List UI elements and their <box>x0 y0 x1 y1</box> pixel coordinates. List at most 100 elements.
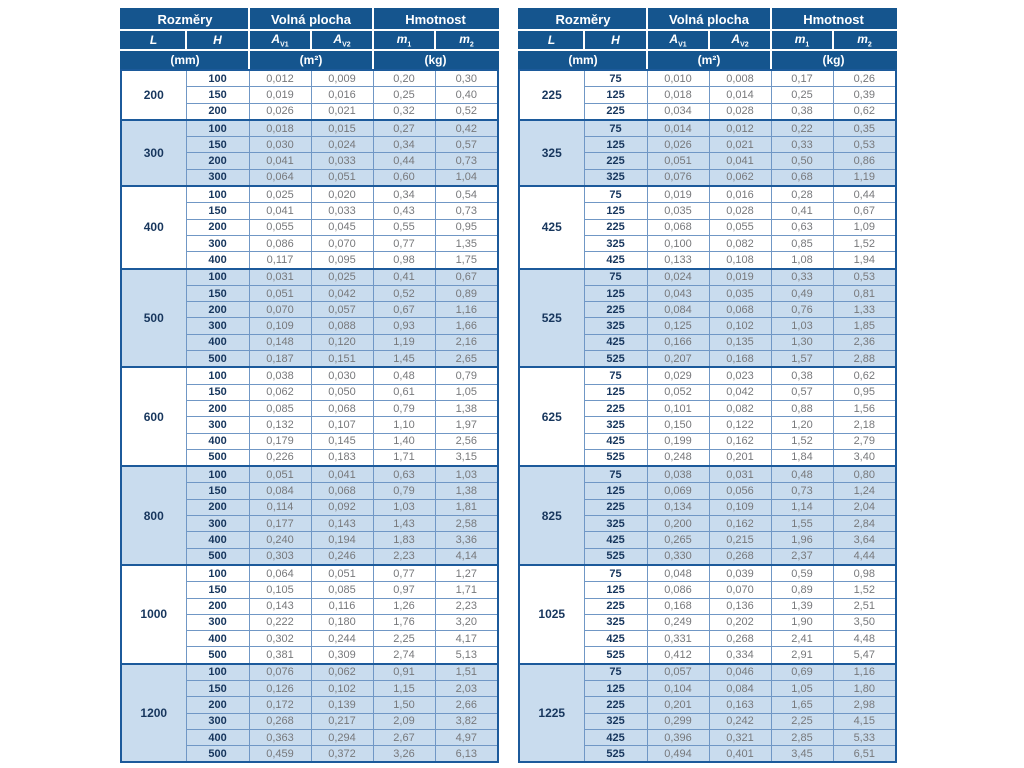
table-row: L H AV1 AV2 m1 m2 <box>518 29 898 51</box>
h-dimension-cell: 325 <box>583 515 648 533</box>
table-row: Rozměry Volná plocha Hmotnost <box>517 8 898 31</box>
value-cell: 3,50 <box>832 613 897 632</box>
table-row: 425 0,331 0,268 2,41 4,48 <box>519 630 897 648</box>
value-cell: 4,14 <box>434 547 499 566</box>
table-row: 125 0,035 0,028 0,41 0,67 <box>519 202 897 220</box>
value-cell: 0,030 <box>248 136 312 154</box>
h-dimension-cell: 425 <box>583 728 648 747</box>
value-cell: 0,62 <box>832 102 897 121</box>
value-cell: 2,36 <box>832 333 897 352</box>
value-cell: 0,97 <box>372 581 436 599</box>
value-cell: 0,041 <box>708 152 772 170</box>
value-cell: 0,27 <box>372 118 436 138</box>
value-cell: 0,162 <box>708 432 772 450</box>
l-dimension-cell: 1200 <box>120 662 187 763</box>
table-row: 400 100 0,025 0,020 0,34 0,54 <box>120 185 499 270</box>
column-header: m1 <box>770 29 835 51</box>
table-row: 400 0,363 0,294 2,67 4,97 <box>121 728 499 747</box>
value-cell: 0,179 <box>248 432 312 450</box>
value-cell: 0,54 <box>434 185 499 204</box>
h-dimension-cell: 225 <box>583 399 648 418</box>
value-cell: 0,95 <box>832 383 897 401</box>
h-dimension-cell: 325 <box>583 168 648 187</box>
table-row: 150 0,062 0,050 0,61 1,05 <box>121 383 499 401</box>
value-cell: 0,265 <box>646 531 710 549</box>
h-dimension-cell: 200 <box>185 498 250 517</box>
column-symbol: L <box>149 33 158 47</box>
value-cell: 1,33 <box>832 301 897 319</box>
value-cell: 0,34 <box>372 136 436 154</box>
value-cell: 0,98 <box>372 251 436 270</box>
value-cell: 1,26 <box>372 597 436 615</box>
value-cell: 0,43 <box>372 202 436 220</box>
value-cell: 0,53 <box>832 267 897 286</box>
l-dimension-cell: 1025 <box>518 563 585 665</box>
value-cell: 0,051 <box>310 168 374 187</box>
value-cell: 1,04 <box>434 168 499 187</box>
value-cell: 0,043 <box>646 284 710 303</box>
table-row: 325 0,200 0,162 1,55 2,84 <box>519 515 897 533</box>
l-dimension-cell: 625 <box>518 366 585 467</box>
table-row: 150 0,084 0,068 0,79 1,38 <box>121 482 499 500</box>
table-row: 400 0,240 0,194 1,83 3,36 <box>121 531 499 549</box>
table-row: 300 100 0,018 0,015 0,27 0,42 <box>120 118 499 187</box>
value-cell: 1,76 <box>372 613 436 632</box>
table-row: 425 0,265 0,215 1,96 3,64 <box>519 531 897 549</box>
value-cell: 0,070 <box>310 234 374 253</box>
value-cell: 1,43 <box>372 515 436 533</box>
value-cell: 0,082 <box>708 234 772 253</box>
table-row: L H AV1 AV2 m1 m2 <box>120 29 500 51</box>
value-cell: 0,048 <box>646 563 710 583</box>
h-dimension-cell: 200 <box>185 696 250 714</box>
column-group-header: Volná plocha <box>248 8 375 31</box>
table-row: 400 0,179 0,145 1,40 2,56 <box>121 432 499 450</box>
value-cell: 0,240 <box>248 531 312 549</box>
value-cell: 0,86 <box>832 152 897 170</box>
value-cell: 0,068 <box>646 218 710 236</box>
column-header: AV2 <box>310 29 375 51</box>
value-cell: 0,34 <box>372 185 436 204</box>
value-cell: 1,40 <box>372 432 436 450</box>
table-row: 200 0,172 0,139 1,50 2,66 <box>121 696 499 714</box>
value-cell: 0,89 <box>434 284 499 303</box>
value-cell: 1,05 <box>770 679 834 698</box>
column-subscript: V2 <box>740 41 749 49</box>
column-header: m2 <box>832 29 898 51</box>
value-cell: 0,199 <box>646 432 710 450</box>
table-row: 500 0,381 0,309 2,74 5,13 <box>121 646 499 665</box>
value-cell: 1,81 <box>434 498 499 517</box>
value-cell: 2,09 <box>372 712 436 730</box>
column-symbol: m <box>396 31 408 46</box>
value-cell: 0,116 <box>310 597 374 615</box>
value-cell: 2,23 <box>434 597 499 615</box>
value-cell: 0,50 <box>770 152 834 170</box>
h-dimension-cell: 150 <box>185 284 250 303</box>
h-dimension-cell: 400 <box>185 432 250 450</box>
h-dimension-cell: 125 <box>583 136 648 154</box>
h-dimension-cell: 525 <box>583 646 648 665</box>
value-cell: 0,008 <box>708 69 772 88</box>
h-dimension-cell: 300 <box>185 168 250 187</box>
value-cell: 0,084 <box>708 679 772 698</box>
value-cell: 2,88 <box>832 350 897 368</box>
h-dimension-cell: 400 <box>185 531 250 549</box>
value-cell: 0,148 <box>248 333 312 352</box>
column-header: AV1 <box>248 29 313 51</box>
value-cell: 0,134 <box>646 498 710 517</box>
table-row: 300 0,086 0,070 0,77 1,35 <box>121 234 499 253</box>
table-row: 200 0,041 0,033 0,44 0,73 <box>121 152 499 170</box>
value-cell: 0,73 <box>434 202 499 220</box>
value-cell: 2,85 <box>770 728 834 747</box>
value-cell: 0,41 <box>770 202 834 220</box>
value-cell: 2,79 <box>832 432 897 450</box>
value-cell: 0,201 <box>708 448 772 467</box>
table-row: 325 0,125 0,102 1,03 1,85 <box>519 317 897 335</box>
column-symbol: A <box>271 31 281 46</box>
value-cell: 0,045 <box>310 218 374 236</box>
value-cell: 2,23 <box>372 547 436 566</box>
value-cell: 1,38 <box>434 482 499 500</box>
value-cell: 0,79 <box>372 482 436 500</box>
h-dimension-cell: 425 <box>583 432 648 450</box>
value-cell: 0,67 <box>832 202 897 220</box>
h-dimension-cell: 425 <box>583 630 648 648</box>
